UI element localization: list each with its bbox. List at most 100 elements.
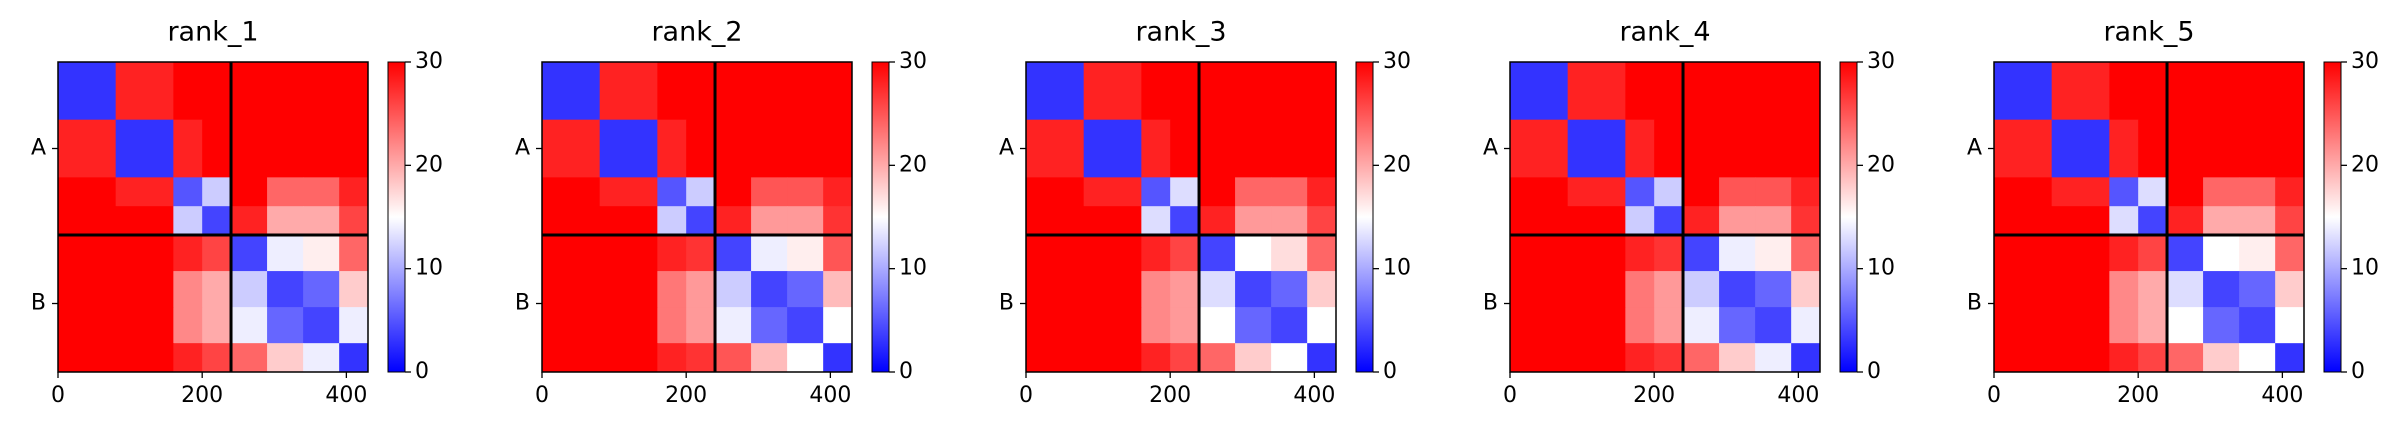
heatmap-cell (599, 206, 658, 236)
heatmap-cell (657, 206, 687, 236)
heatmap-cell (115, 62, 174, 121)
y-tick-label: B (515, 291, 530, 316)
heatmap-cell (1567, 235, 1626, 272)
heatmap-cell (599, 235, 658, 272)
heatmap-cell (1683, 307, 1720, 344)
heatmap-cell (339, 271, 369, 308)
heatmap-cell (202, 235, 232, 272)
heatmap-cell (267, 343, 304, 373)
heatmap-cell (1625, 271, 1655, 308)
x-tick-label: 0 (51, 383, 65, 408)
colorbar-tick-label: 20 (1383, 152, 1411, 177)
heatmap-cell (1567, 343, 1626, 373)
heatmap-cell (823, 235, 853, 272)
heatmap-cell (1235, 271, 1272, 308)
heatmap-cell (1271, 271, 1308, 308)
heatmap-cell (2051, 307, 2110, 344)
heatmap-cell (2138, 271, 2168, 308)
x-tick-label: 400 (2261, 383, 2303, 408)
heatmap-cell (115, 271, 174, 308)
heatmap-cell (1141, 235, 1171, 272)
heatmap-cell (2239, 206, 2276, 236)
heatmap-cell (1625, 177, 1655, 207)
heatmap-cell (2203, 62, 2240, 121)
colorbar-tick-label: 30 (415, 49, 443, 74)
heatmap-cell (115, 206, 174, 236)
heatmap-cell (173, 206, 203, 236)
y-tick-label: B (1967, 291, 1982, 316)
heatmap-cell (686, 206, 716, 236)
heatmap-cell (657, 235, 687, 272)
heatmap-cell (2239, 235, 2276, 272)
colorbar (387, 61, 406, 373)
heatmap-cell (1755, 271, 1792, 308)
colorbar-tick-label: 0 (899, 359, 913, 384)
colorbar-tick-label: 0 (1867, 359, 1881, 384)
heatmap-cell (1026, 271, 1085, 308)
heatmap-cell (1654, 307, 1684, 344)
heatmap-cell (2275, 271, 2305, 308)
heatmap-cell (2239, 177, 2276, 207)
heatmap-cell (1170, 307, 1200, 344)
heatmap-cell (1271, 206, 1308, 236)
x-tick-label: 0 (1503, 383, 1517, 408)
x-tick-label: 400 (1293, 383, 1335, 408)
heatmap-cell (2051, 235, 2110, 272)
x-tick-label: 0 (1987, 383, 2001, 408)
colorbar (871, 61, 890, 373)
heatmap-cell (1567, 119, 1626, 178)
heatmap-cell (2203, 271, 2240, 308)
heatmap-cell (1994, 119, 2053, 178)
heatmap-cell (1271, 307, 1308, 344)
heatmap-cell (1791, 119, 1821, 178)
heatmap-cell (202, 177, 232, 207)
heatmap-cell (1510, 206, 1569, 236)
heatmap-cell (2239, 307, 2276, 344)
colorbar-tick-label: 30 (2351, 49, 2379, 74)
panel-title: rank_3 (1135, 17, 1226, 48)
heatmap-cell (115, 343, 174, 373)
heatmap-cell (1654, 235, 1684, 272)
heatmap-cell (115, 307, 174, 344)
heatmap-cell (823, 177, 853, 207)
y-tick-label: B (999, 291, 1014, 316)
heatmap-cell (1026, 343, 1085, 373)
heatmap-cell (2109, 235, 2139, 272)
x-tick-label: 200 (181, 383, 223, 408)
heatmap-cell (2203, 119, 2240, 178)
heatmap-cell (686, 307, 716, 344)
heatmap-cell (1170, 177, 1200, 207)
heatmap-cell (1271, 62, 1308, 121)
heatmap-cell (1994, 177, 2053, 207)
heatmap-cell (303, 271, 340, 308)
heatmap-cell (2109, 343, 2139, 373)
heatmap-cell (58, 307, 117, 344)
heatmap-cell (1307, 235, 1337, 272)
x-tick-label: 400 (809, 383, 851, 408)
heatmap-cell (231, 62, 268, 121)
heatmap-cell (58, 177, 117, 207)
heatmap-cell (787, 62, 824, 121)
plot-frame (1993, 61, 2305, 373)
panel-title: rank_5 (2103, 17, 2194, 48)
heatmap-cell (2138, 343, 2168, 373)
heatmap-cell (1791, 307, 1821, 344)
heatmap-cell (599, 119, 658, 178)
heatmap-cell (1683, 177, 1720, 207)
heatmap-cell (542, 206, 601, 236)
heatmap-cell (1683, 62, 1720, 121)
heatmap-cell (1141, 206, 1171, 236)
heatmap-cell (823, 307, 853, 344)
heatmap-cell (1271, 119, 1308, 178)
heatmap-cell (173, 235, 203, 272)
heatmap-cell (657, 62, 687, 121)
heatmap-cell (1235, 177, 1272, 207)
heatmap-cell (1654, 343, 1684, 373)
heatmap-cell (115, 177, 174, 207)
heatmap-cell (2167, 307, 2204, 344)
heatmap-cell (2275, 235, 2305, 272)
heatmap-cell (599, 177, 658, 207)
heatmap-cell (339, 343, 369, 373)
heatmap-cell (2109, 177, 2139, 207)
plot-frame (57, 61, 369, 373)
